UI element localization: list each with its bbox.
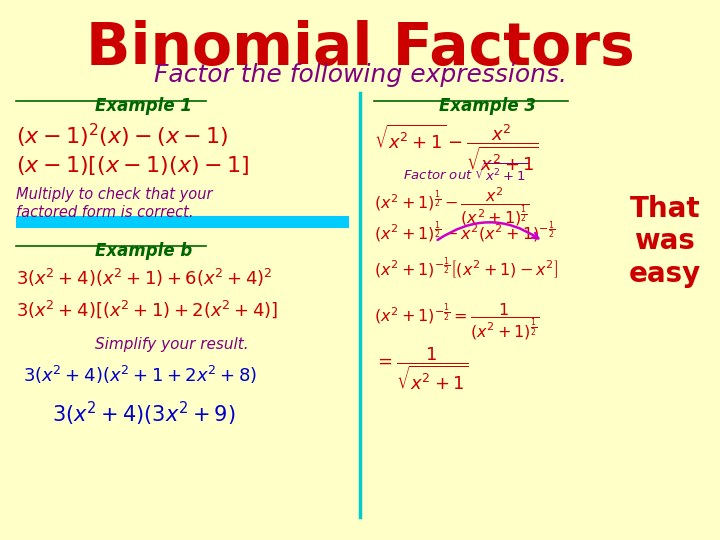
Text: Example b: Example b	[94, 242, 192, 260]
Text: $(x-1)\left[(x-1)(x)-1\right]$: $(x-1)\left[(x-1)(x)-1\right]$	[16, 154, 249, 178]
Text: Factor the following expressions.: Factor the following expressions.	[153, 63, 567, 87]
Text: $3(x^2+4)\left[(x^2+1)+2(x^2+4)\right]$: $3(x^2+4)\left[(x^2+1)+2(x^2+4)\right]$	[16, 298, 278, 320]
Text: $\sqrt{x^2+1} - \dfrac{x^2}{\sqrt{x^2+1}}$: $\sqrt{x^2+1} - \dfrac{x^2}{\sqrt{x^2+1}…	[374, 122, 539, 173]
Text: $(x^2+1)^{-\frac{1}{2}}\left[(x^2+1)-x^2\right]$: $(x^2+1)^{-\frac{1}{2}}\left[(x^2+1)-x^2…	[374, 255, 559, 281]
Text: Multiply to check that your
factored form is correct.: Multiply to check that your factored for…	[16, 187, 212, 220]
Text: That
was
easy: That was easy	[629, 195, 701, 288]
Text: Example 1: Example 1	[94, 97, 192, 115]
Text: Factor out $\sqrt{x^2+1}$: Factor out $\sqrt{x^2+1}$	[403, 163, 528, 184]
Text: $= \dfrac{1}{\sqrt{x^2+1}}$: $= \dfrac{1}{\sqrt{x^2+1}}$	[374, 346, 469, 393]
Text: $3(x^2+4)(x^2+1)+6(x^2+4)^2$: $3(x^2+4)(x^2+1)+6(x^2+4)^2$	[16, 267, 272, 289]
Text: Example 3: Example 3	[439, 97, 536, 115]
Text: $(x-1)^2(x)-(x-1)$: $(x-1)^2(x)-(x-1)$	[16, 122, 228, 151]
FancyBboxPatch shape	[16, 217, 349, 228]
Text: Simplify your result.: Simplify your result.	[94, 337, 248, 352]
Text: $(x^2+1)^{-\frac{1}{2}} = \dfrac{1}{(x^2+1)^{\frac{1}{2}}}$: $(x^2+1)^{-\frac{1}{2}} = \dfrac{1}{(x^2…	[374, 302, 539, 342]
Text: $(x^2+1)^{\frac{1}{2}} - x^2(x^2+1)^{-\frac{1}{2}}$: $(x^2+1)^{\frac{1}{2}} - x^2(x^2+1)^{-\f…	[374, 220, 555, 245]
Text: Binomial Factors: Binomial Factors	[86, 20, 634, 77]
Text: $3(x^2+4)(x^2+1+2x^2+8)$: $3(x^2+4)(x^2+1+2x^2+8)$	[23, 364, 257, 386]
Text: $(x^2+1)^{\frac{1}{2}} - \dfrac{x^2}{(x^2+1)^{\frac{1}{2}}}$: $(x^2+1)^{\frac{1}{2}} - \dfrac{x^2}{(x^…	[374, 185, 530, 228]
Text: $3(x^2+4)(3x^2+9)$: $3(x^2+4)(3x^2+9)$	[52, 400, 235, 428]
